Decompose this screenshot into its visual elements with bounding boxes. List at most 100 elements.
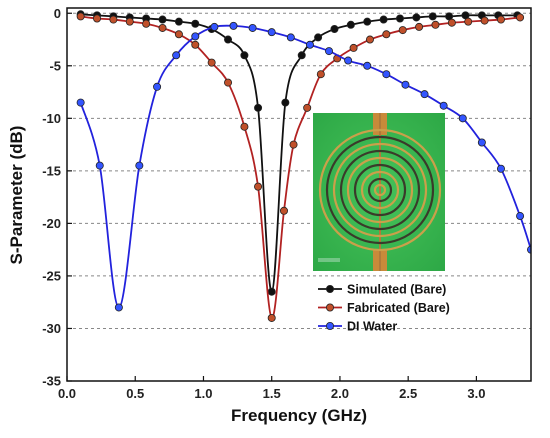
data-point bbox=[281, 98, 290, 107]
data-point bbox=[401, 80, 410, 89]
data-point bbox=[458, 114, 467, 123]
x-tick-label: 2.5 bbox=[399, 386, 417, 401]
data-point bbox=[95, 161, 104, 170]
data-point bbox=[480, 16, 489, 25]
data-point bbox=[431, 20, 440, 29]
x-tick-label: 1.0 bbox=[194, 386, 212, 401]
data-point bbox=[286, 33, 295, 42]
data-point bbox=[172, 51, 181, 60]
x-tick-label: 3.0 bbox=[467, 386, 485, 401]
data-point bbox=[207, 58, 216, 67]
series-3 bbox=[76, 21, 531, 312]
data-point bbox=[254, 182, 263, 191]
y-tick-label: 0 bbox=[54, 6, 61, 21]
data-point bbox=[254, 103, 263, 112]
data-point bbox=[439, 101, 448, 110]
data-point bbox=[240, 51, 249, 60]
data-point bbox=[279, 206, 288, 215]
data-point bbox=[496, 15, 505, 24]
data-point bbox=[516, 13, 525, 22]
data-point bbox=[316, 70, 325, 79]
data-point bbox=[527, 245, 531, 254]
data-point bbox=[289, 140, 298, 149]
data-point bbox=[428, 12, 437, 21]
series-line-2 bbox=[80, 15, 521, 319]
data-point bbox=[477, 138, 486, 147]
series-2 bbox=[76, 12, 525, 322]
legend-marker bbox=[325, 321, 334, 330]
data-point bbox=[248, 23, 257, 32]
grid-lines bbox=[67, 12, 531, 329]
x-tick-label: 0.0 bbox=[58, 386, 76, 401]
data-point bbox=[224, 35, 233, 44]
plot-frame bbox=[66, 7, 532, 382]
y-tick-label: -20 bbox=[42, 216, 61, 231]
y-axis-title: S-Parameter (dB) bbox=[7, 126, 26, 265]
data-point bbox=[229, 21, 238, 30]
y-tick-label: -5 bbox=[49, 58, 61, 73]
data-point bbox=[158, 15, 167, 24]
data-point bbox=[382, 30, 391, 39]
data-point bbox=[379, 15, 388, 24]
data-point bbox=[174, 17, 183, 26]
data-point bbox=[382, 70, 391, 79]
data-point bbox=[267, 28, 276, 37]
data-point bbox=[344, 56, 353, 65]
data-point bbox=[415, 22, 424, 31]
data-point bbox=[191, 19, 200, 28]
data-point bbox=[240, 122, 249, 131]
data-point bbox=[346, 20, 355, 29]
data-point bbox=[109, 15, 118, 24]
x-tick-label: 2.0 bbox=[331, 386, 349, 401]
x-tick-label: 0.5 bbox=[126, 386, 144, 401]
data-point bbox=[349, 43, 358, 52]
y-tick-label: -25 bbox=[42, 268, 61, 283]
legend-label: DI Water bbox=[347, 320, 397, 334]
data-point bbox=[325, 47, 334, 56]
legend-label: Fabricated (Bare) bbox=[347, 301, 450, 315]
data-point bbox=[267, 287, 276, 296]
y-tick-label: -10 bbox=[42, 111, 61, 126]
data-point bbox=[153, 82, 162, 91]
data-point bbox=[224, 78, 233, 87]
data-point bbox=[365, 35, 374, 44]
data-point bbox=[420, 90, 429, 99]
data-point bbox=[496, 164, 505, 173]
data-point bbox=[135, 161, 144, 170]
data-point bbox=[76, 12, 85, 21]
y-tick-label: -30 bbox=[42, 321, 61, 336]
legend-marker bbox=[325, 284, 334, 293]
data-point bbox=[303, 103, 312, 112]
data-point bbox=[363, 17, 372, 26]
data-point bbox=[267, 313, 276, 322]
data-point bbox=[363, 61, 372, 70]
data-point bbox=[398, 26, 407, 35]
data-point bbox=[305, 40, 314, 49]
sensor-photo-inset bbox=[313, 113, 445, 271]
data-point bbox=[191, 40, 200, 49]
data-point bbox=[516, 212, 525, 221]
data-point bbox=[314, 33, 323, 42]
series-line-3 bbox=[79, 24, 531, 309]
data-point bbox=[464, 17, 473, 26]
data-point bbox=[330, 25, 339, 34]
y-tick-label: -15 bbox=[42, 163, 61, 178]
data-point bbox=[174, 30, 183, 39]
series-1 bbox=[76, 10, 522, 296]
x-axis-title: Frequency (GHz) bbox=[231, 406, 367, 425]
data-point bbox=[142, 19, 151, 28]
data-point bbox=[191, 32, 200, 41]
data-point bbox=[395, 14, 404, 23]
legend-label: Simulated (Bare) bbox=[347, 283, 446, 297]
data-point bbox=[93, 14, 102, 23]
y-tick-label: -35 bbox=[42, 374, 61, 389]
data-point bbox=[76, 98, 85, 107]
x-tick-label: 1.5 bbox=[263, 386, 281, 401]
data-point bbox=[412, 13, 421, 22]
data-point bbox=[114, 303, 123, 312]
data-point bbox=[447, 18, 456, 27]
data-point bbox=[158, 23, 167, 32]
legend: Simulated (Bare) Fabricated (Bare) DI Wate… bbox=[318, 283, 450, 334]
legend-marker bbox=[325, 303, 334, 312]
